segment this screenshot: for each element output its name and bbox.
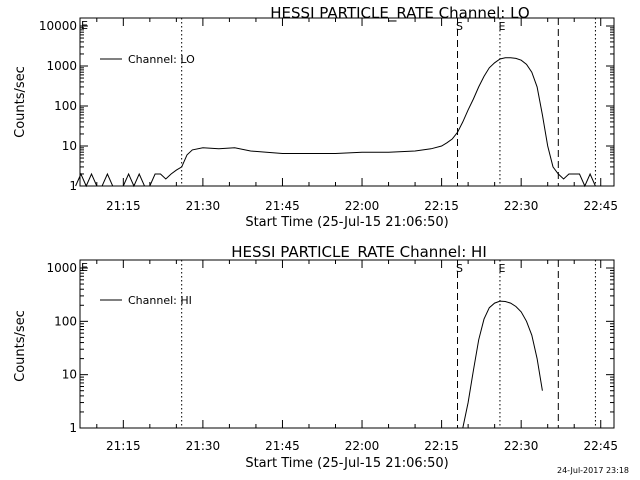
x-tick-label: 22:15 xyxy=(424,199,459,213)
x-tick-label: 22:45 xyxy=(583,199,618,213)
series-line xyxy=(462,300,543,429)
panel-1: HESSI PARTICLE_RATE Channel: HI 21:15 21:3… xyxy=(13,243,618,471)
x-tick-label: 22:00 xyxy=(345,199,380,213)
chart-title: HESSI PARTICLE_RATE Channel: HI xyxy=(231,243,487,262)
x-tick-label: 22:00 xyxy=(345,439,380,453)
y-tick-label: 1 xyxy=(69,421,77,435)
event-marker-label: S xyxy=(456,20,463,33)
corner-marker-label: E xyxy=(81,261,88,274)
corner-marker-label: E xyxy=(81,19,88,32)
x-tick-label: 22:30 xyxy=(504,439,539,453)
x-tick-label: 21:30 xyxy=(186,439,221,453)
x-axis-label: Start Time (25-Jul-15 21:06:50) xyxy=(245,456,448,471)
event-marker-label: E xyxy=(498,20,505,33)
x-tick-label: 21:45 xyxy=(265,199,300,213)
x-tick-label: 21:15 xyxy=(106,439,141,453)
plot-frame xyxy=(79,17,615,187)
x-tick-label: 21:30 xyxy=(186,199,221,213)
date-stamp: 24-Jul-2017 23:18 xyxy=(557,466,630,475)
event-marker-label: E xyxy=(498,262,505,275)
y-tick-label: 10000 xyxy=(39,19,77,33)
x-tick-label: 21:15 xyxy=(106,199,141,213)
legend-entry: Channel: HI xyxy=(128,294,192,307)
x-tick-label: 22:15 xyxy=(424,439,459,453)
event-marker-label: S xyxy=(456,262,463,275)
series-line xyxy=(75,57,596,188)
legend-entry: Channel: LO xyxy=(128,53,195,66)
x-tick-label: 22:45 xyxy=(583,439,618,453)
y-tick-label: 1000 xyxy=(46,59,77,73)
y-tick-label: 100 xyxy=(54,99,77,113)
y-tick-label: 10 xyxy=(62,368,77,382)
y-axis-label: Counts/sec xyxy=(13,66,28,138)
y-tick-label: 1 xyxy=(69,179,77,193)
x-axis-label: Start Time (25-Jul-15 21:06:50) xyxy=(245,215,448,230)
y-tick-label: 100 xyxy=(54,314,77,328)
plot-frame xyxy=(79,259,615,429)
y-tick-label: 1000 xyxy=(46,261,77,275)
x-tick-label: 21:45 xyxy=(265,439,300,453)
x-tick-label: 22:30 xyxy=(504,199,539,213)
y-tick-label: 10 xyxy=(62,139,77,153)
y-axis-label: Counts/sec xyxy=(13,310,28,382)
